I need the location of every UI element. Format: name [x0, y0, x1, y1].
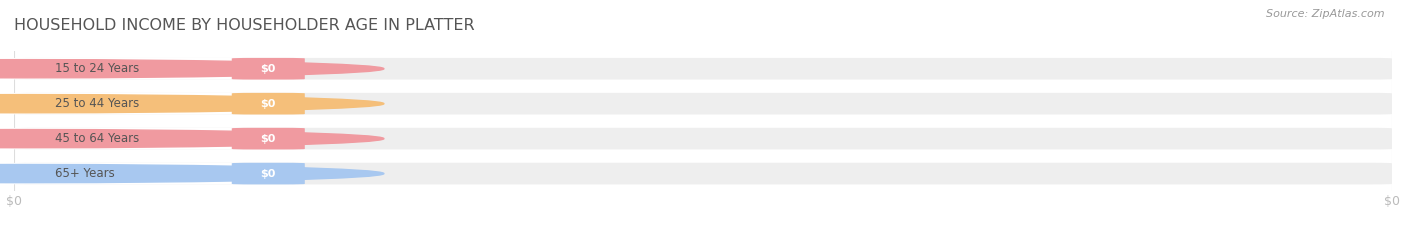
FancyBboxPatch shape: [7, 58, 304, 80]
FancyBboxPatch shape: [7, 163, 304, 185]
Text: 65+ Years: 65+ Years: [55, 167, 115, 180]
FancyBboxPatch shape: [232, 93, 305, 115]
FancyBboxPatch shape: [7, 93, 304, 115]
Text: 25 to 44 Years: 25 to 44 Years: [55, 97, 139, 110]
Text: 15 to 24 Years: 15 to 24 Years: [55, 62, 139, 75]
FancyBboxPatch shape: [7, 128, 304, 150]
FancyBboxPatch shape: [232, 163, 305, 185]
Circle shape: [0, 130, 384, 148]
Text: HOUSEHOLD INCOME BY HOUSEHOLDER AGE IN PLATTER: HOUSEHOLD INCOME BY HOUSEHOLDER AGE IN P…: [14, 18, 475, 33]
Circle shape: [0, 164, 384, 183]
Text: 45 to 64 Years: 45 to 64 Years: [55, 132, 139, 145]
Text: $0: $0: [260, 64, 276, 74]
FancyBboxPatch shape: [14, 93, 1392, 115]
FancyBboxPatch shape: [14, 58, 1392, 80]
Circle shape: [0, 60, 384, 78]
FancyBboxPatch shape: [232, 58, 305, 80]
FancyBboxPatch shape: [14, 163, 1392, 185]
FancyBboxPatch shape: [14, 128, 1392, 150]
Text: Source: ZipAtlas.com: Source: ZipAtlas.com: [1267, 9, 1385, 19]
Text: $0: $0: [260, 99, 276, 109]
Circle shape: [0, 95, 384, 113]
FancyBboxPatch shape: [232, 128, 305, 150]
Text: $0: $0: [260, 134, 276, 144]
Text: $0: $0: [260, 169, 276, 178]
